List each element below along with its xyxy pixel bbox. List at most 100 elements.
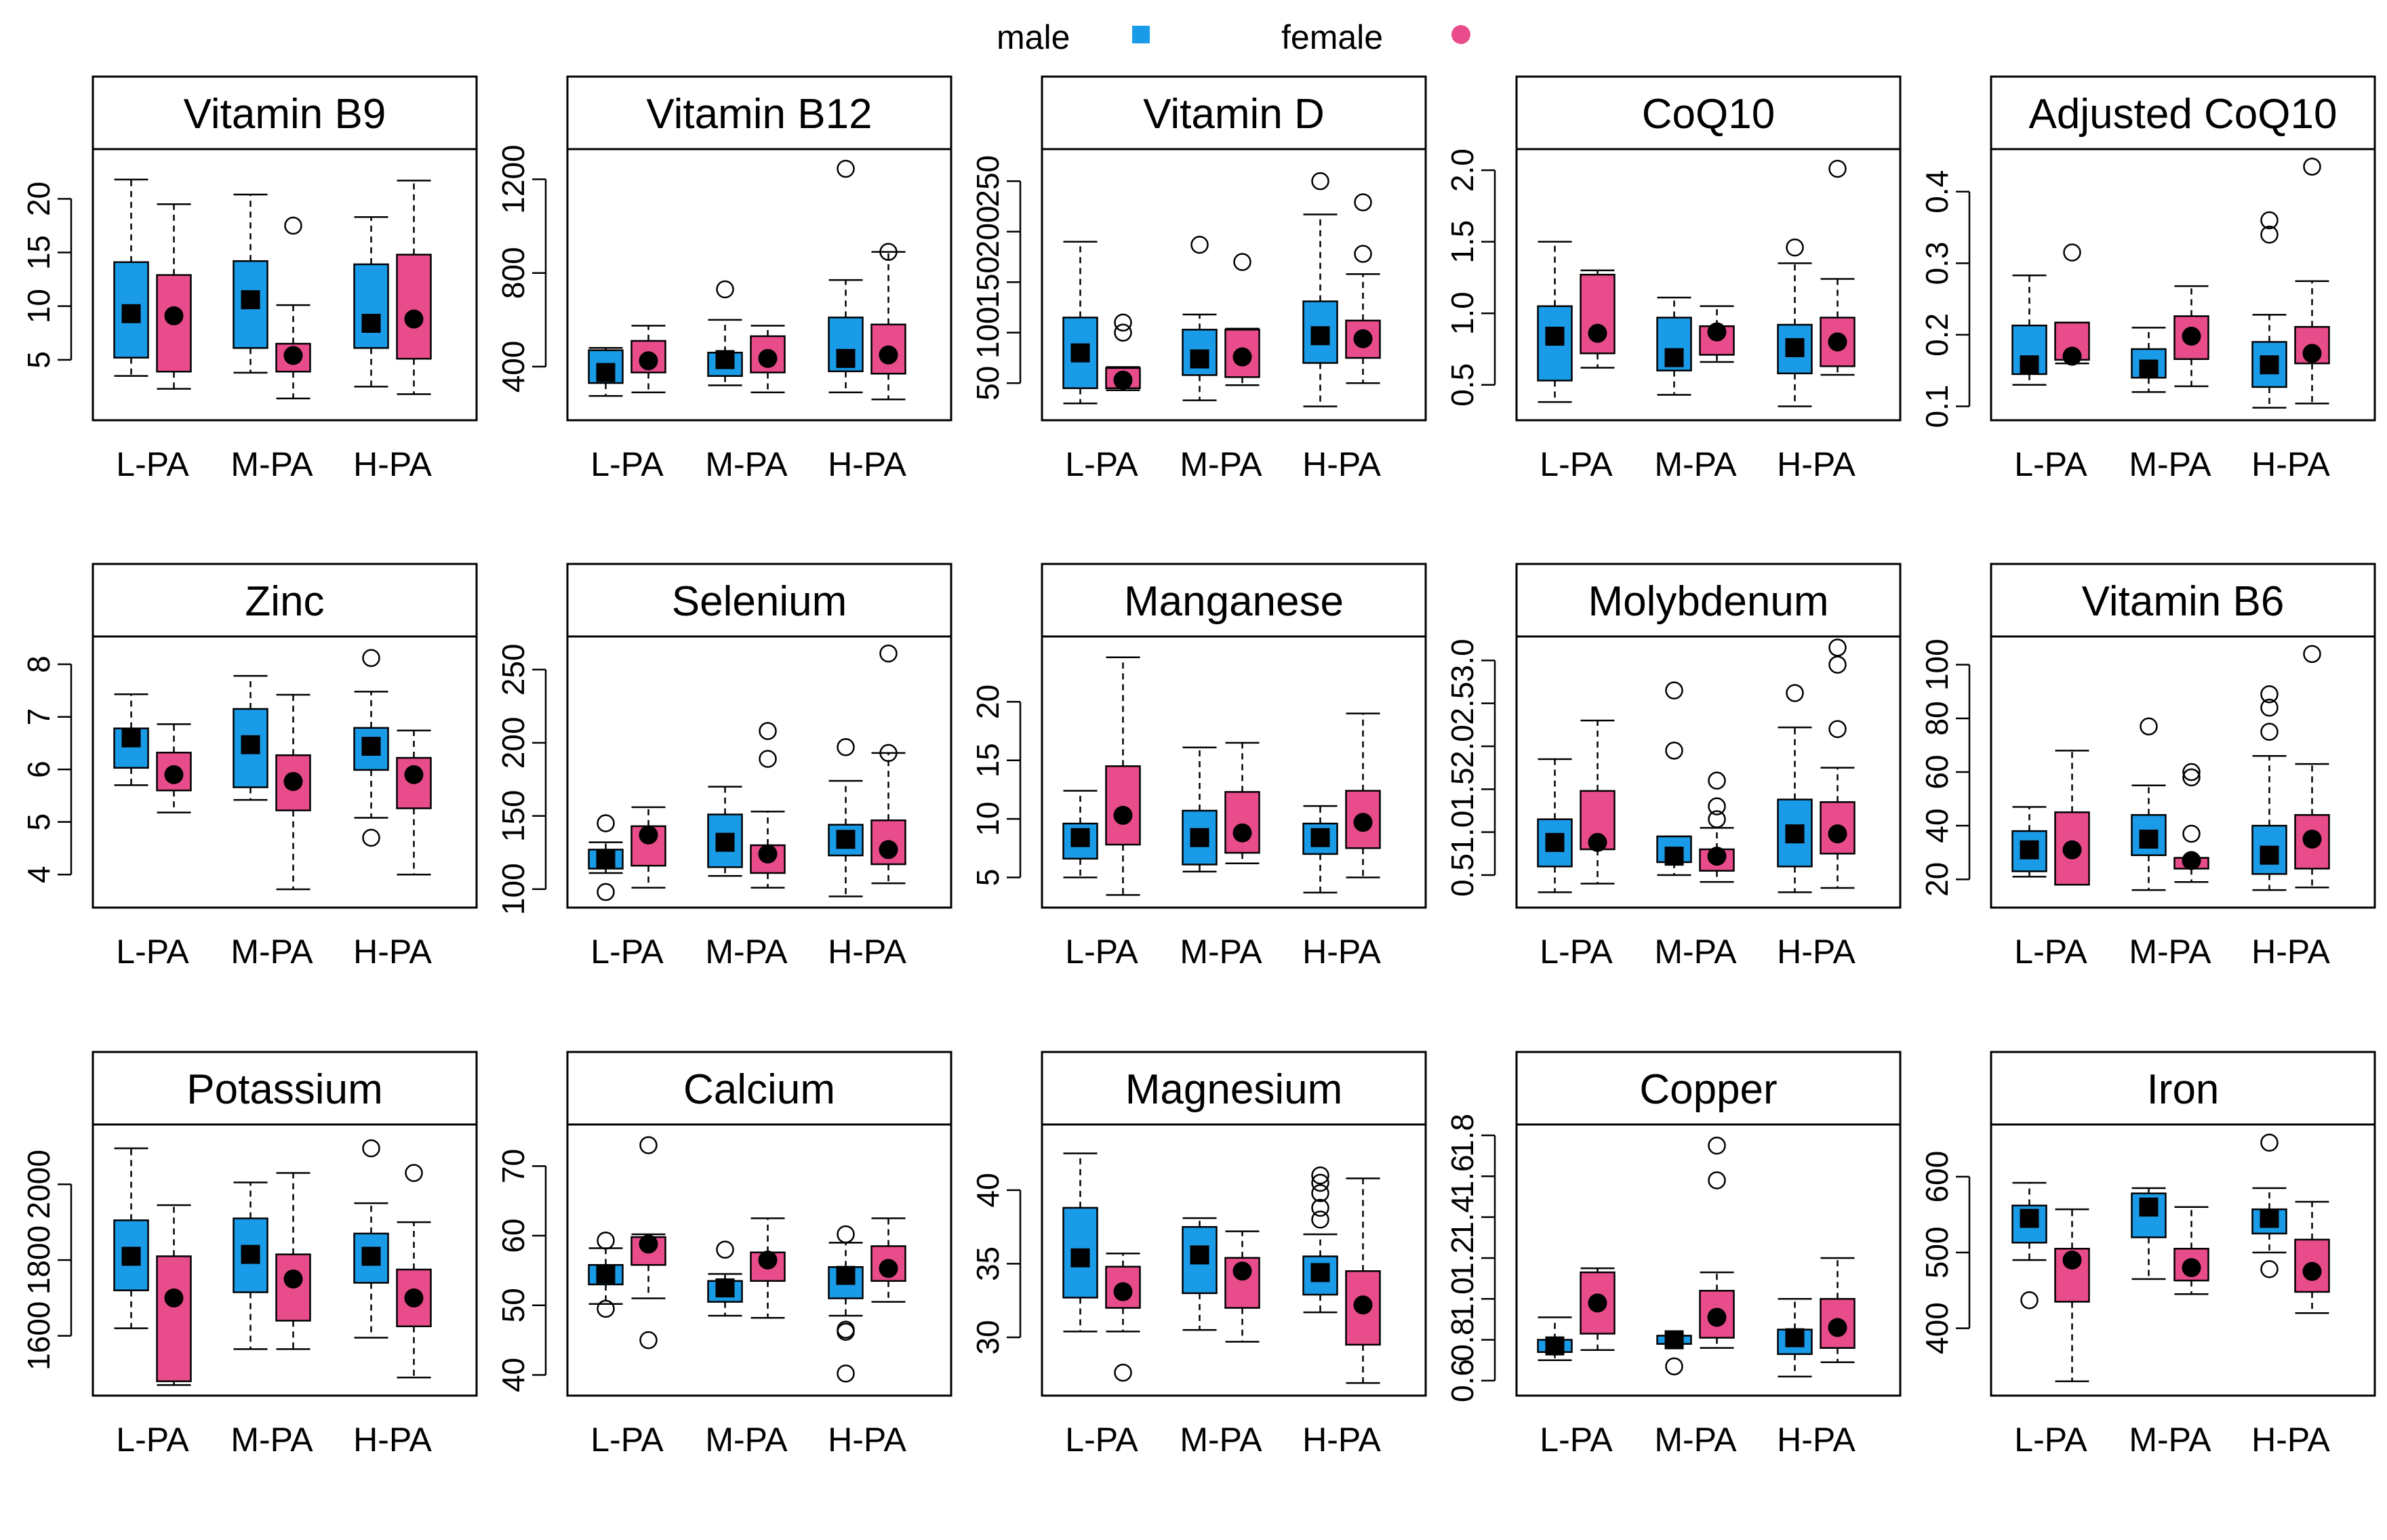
panel-zinc: Zinc 4 5 6 7 8 L-PA M-PA H-PA — [21, 563, 478, 971]
x-tick-label-h-pa: H-PA — [828, 933, 906, 971]
mean-marker-square — [1785, 824, 1805, 844]
box-female-h-pa — [2294, 157, 2330, 405]
x-tick-label-h-pa: H-PA — [2251, 1421, 2330, 1459]
panel-title: Vitamin D — [1143, 91, 1325, 138]
outlier-point — [639, 1331, 658, 1350]
box-body — [156, 1255, 192, 1383]
box-male-m-pa — [233, 193, 268, 374]
box-male-h-pa — [1777, 1298, 1813, 1378]
box-male-h-pa — [353, 1139, 389, 1339]
panel-iron: Iron 400 500 600 L-PA M-PA H-PA — [1919, 1051, 2376, 1459]
panel-title: Zinc — [245, 578, 324, 625]
box-female-m-pa — [275, 216, 311, 400]
outlier-point — [2182, 824, 2201, 843]
y-tick-label: 20 — [21, 182, 56, 216]
outlier-point — [284, 216, 302, 235]
x-tick-label-l-pa: L-PA — [590, 445, 664, 483]
box-male-h-pa — [828, 1225, 864, 1383]
outlier-point — [716, 1240, 734, 1259]
mean-marker-circle — [283, 1269, 303, 1289]
x-tick-label-m-pa: M-PA — [2129, 933, 2211, 971]
box-male-h-pa — [2251, 1133, 2287, 1278]
outlier-point — [405, 1164, 423, 1182]
y-tick-label: 400 — [1919, 1302, 1954, 1354]
mean-marker-square — [1664, 847, 1684, 866]
legend-male-marker — [1132, 26, 1150, 43]
y-tick-label: 60 — [1919, 754, 1954, 789]
mean-marker-circle — [2062, 1251, 2082, 1270]
y-tick-label: 2.5 — [1445, 682, 1480, 725]
plot-frame — [1515, 148, 1902, 422]
mean-marker-square — [596, 363, 616, 382]
mean-marker-circle — [2062, 346, 2082, 366]
box-male-l-pa — [113, 178, 149, 377]
box-female-m-pa — [275, 1172, 311, 1350]
panel-title: Selenium — [672, 578, 847, 625]
box-male-l-pa — [588, 1231, 624, 1318]
mean-marker-square — [2020, 1209, 2039, 1228]
outlier-point — [1354, 193, 1372, 211]
x-tick-label-l-pa: L-PA — [116, 1421, 189, 1459]
box-female-l-pa — [1105, 313, 1141, 391]
y-tick-label: 1.8 — [1445, 1114, 1480, 1157]
outlier-point — [837, 1364, 855, 1383]
box-male-m-pa — [2131, 327, 2167, 393]
box-male-l-pa — [2011, 1181, 2047, 1310]
panel-manganese: Manganese 5 10 15 20 L-PA M-PA H-PA — [970, 563, 1427, 971]
box-male-m-pa — [707, 280, 743, 386]
outlier-point — [1786, 238, 1804, 257]
x-tick-label-m-pa: M-PA — [1180, 1421, 1262, 1459]
mean-marker-circle — [1232, 347, 1252, 367]
x-tick-label-h-pa: H-PA — [1302, 1421, 1381, 1459]
mean-marker-circle — [1588, 323, 1607, 343]
outlier-point — [1311, 1198, 1329, 1217]
y-tick-label: 50 — [970, 366, 1005, 401]
y-tick-label: 250 — [496, 643, 531, 695]
panel-vitamin-b9: Vitamin B9 5 10 15 20 L-PA M-PA H-PA — [21, 75, 478, 483]
mean-marker-square — [1310, 326, 1330, 346]
mean-marker-circle — [1113, 805, 1133, 825]
x-tick-label-l-pa: L-PA — [1540, 933, 1613, 971]
x-tick-label-m-pa: M-PA — [2129, 445, 2211, 483]
mean-marker-square — [1310, 828, 1330, 847]
outlier-point — [837, 1225, 855, 1244]
mean-marker-square — [241, 1244, 260, 1264]
box-body — [353, 263, 389, 349]
mean-marker-square — [1190, 828, 1209, 847]
y-tick-label: 40 — [1919, 809, 1954, 843]
legend-label-male: male — [997, 18, 1070, 56]
x-tick-label-h-pa: H-PA — [1302, 445, 1381, 483]
mean-marker-circle — [879, 1259, 898, 1278]
mean-marker-circle — [2302, 1261, 2322, 1281]
legend-label-female: female — [1281, 18, 1383, 56]
y-tick-label: 80 — [1919, 701, 1954, 735]
box-female-h-pa — [1345, 193, 1381, 384]
y-tick-label: 20 — [1919, 862, 1954, 897]
y-tick-label: 15 — [21, 235, 56, 270]
y-tick-label: 30 — [970, 1320, 1005, 1354]
outlier-point — [597, 1231, 615, 1250]
x-tick-label-h-pa: H-PA — [353, 445, 432, 483]
box-male-m-pa — [707, 786, 743, 877]
box-female-l-pa — [2054, 750, 2090, 886]
box-male-h-pa — [1302, 172, 1338, 407]
outlier-point — [2182, 763, 2201, 782]
mean-marker-square — [1785, 338, 1805, 357]
box-female-m-pa — [2173, 763, 2209, 883]
box-male-l-pa — [2011, 806, 2047, 878]
mean-marker-circle — [164, 1288, 184, 1308]
box-female-h-pa — [396, 180, 432, 395]
box-male-l-pa — [1062, 1152, 1098, 1333]
outlier-point — [1828, 159, 1847, 178]
box-female-h-pa — [1820, 159, 1856, 376]
outlier-point — [879, 243, 898, 261]
plot-frame — [1990, 635, 2376, 909]
x-tick-label-l-pa: L-PA — [2014, 1421, 2087, 1459]
y-tick-label: 0.6 — [1445, 1359, 1480, 1402]
box-female-h-pa — [1820, 1257, 1856, 1364]
y-tick-label: 0.1 — [1919, 384, 1954, 428]
x-tick-label-h-pa: H-PA — [2251, 933, 2330, 971]
outlier-point — [1708, 797, 1726, 815]
x-tick-label-m-pa: M-PA — [705, 445, 788, 483]
